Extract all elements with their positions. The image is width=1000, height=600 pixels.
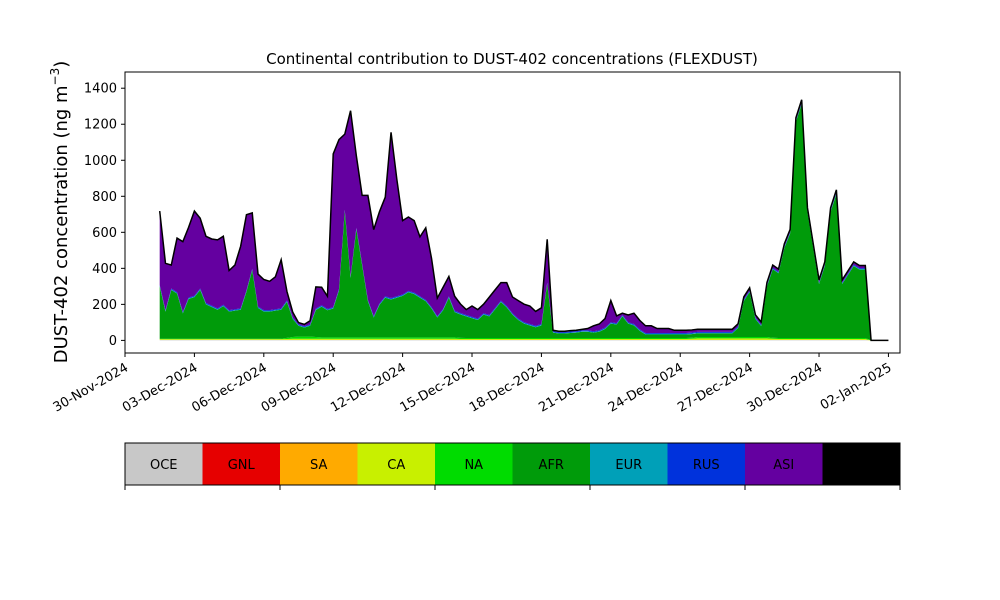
legend-label: GNL — [228, 458, 256, 473]
x-tick-label: 03-Dec-2024 — [120, 360, 200, 415]
y-axis-label-sup: −3 — [48, 68, 62, 86]
y-axis-label: DUST-402 concentration (ng m−3) — [48, 61, 72, 364]
legend-label: AUS — [848, 458, 875, 473]
legend-swatch-aus — [822, 443, 900, 485]
legend-swatch-ca — [357, 443, 435, 485]
y-tick-label: 1400 — [84, 82, 117, 97]
legend-label: CA — [387, 458, 405, 473]
y-tick-label: 800 — [92, 190, 117, 205]
legend-swatch-gnl — [202, 443, 280, 485]
x-tick-label: 27-Dec-2024 — [675, 360, 755, 415]
x-tick-label: 21-Dec-2024 — [536, 360, 616, 415]
legend-swatch-eur — [590, 443, 668, 485]
area-asi — [159, 99, 889, 341]
x-tick-label: 15-Dec-2024 — [398, 360, 478, 415]
x-tick-label: 30-Dec-2024 — [745, 360, 825, 415]
legend-swatch-na — [435, 443, 513, 485]
legend-label: RUS — [693, 458, 720, 473]
y-tick-label: 1200 — [84, 118, 117, 133]
legend-label: ASI — [773, 458, 794, 473]
legend-swatch-oce — [125, 443, 203, 485]
x-tick-label: 12-Dec-2024 — [328, 360, 408, 415]
legend-label: OCE — [150, 458, 178, 473]
x-tick-label: 02-Jan-2025 — [818, 360, 895, 413]
chart-title: Continental contribution to DUST-402 con… — [266, 50, 758, 68]
y-tick-label: 0 — [109, 334, 117, 349]
area-afr — [159, 103, 889, 341]
x-tick-label: 06-Dec-2024 — [189, 360, 269, 415]
legend: OCE GNL SA CA NA AFR EUR RUS ASI AUS — [124, 442, 901, 490]
legend-frame — [124, 442, 901, 486]
legend-label: EUR — [615, 458, 642, 473]
area-sa — [159, 339, 889, 341]
y-tick-label: 1000 — [84, 154, 117, 169]
y-axis-label-close: ) — [51, 61, 72, 68]
y-axis-label-main: DUST-402 concentration (ng m — [51, 85, 72, 363]
legend-label: AFR — [539, 458, 564, 473]
x-tick-label: 24-Dec-2024 — [606, 360, 686, 415]
legend-label: SA — [310, 458, 327, 473]
legend-swatch-asi — [745, 443, 823, 485]
y-tick-label: 400 — [92, 262, 117, 277]
area-na — [159, 336, 889, 341]
total-line — [158, 99, 889, 342]
plot-frame — [124, 71, 901, 354]
y-tick-label: 600 — [92, 226, 117, 241]
legend-swatch-afr — [512, 443, 590, 485]
legend-swatch-sa — [280, 443, 358, 485]
plot-area — [124, 71, 901, 354]
legend-label: NA — [464, 458, 483, 473]
area-ca — [159, 338, 889, 341]
x-tick-label: 18-Dec-2024 — [467, 360, 547, 415]
y-tick-label: 200 — [92, 298, 117, 313]
legend-swatch-rus — [667, 443, 745, 485]
y-axis: 0 200 400 600 800 1000 1200 1400 — [84, 82, 125, 349]
x-tick-label: 30-Nov-2024 — [51, 360, 131, 415]
x-tick-label: 09-Dec-2024 — [259, 360, 339, 415]
x-axis: 30-Nov-202403-Dec-202406-Dec-202409-Dec-… — [51, 353, 895, 416]
